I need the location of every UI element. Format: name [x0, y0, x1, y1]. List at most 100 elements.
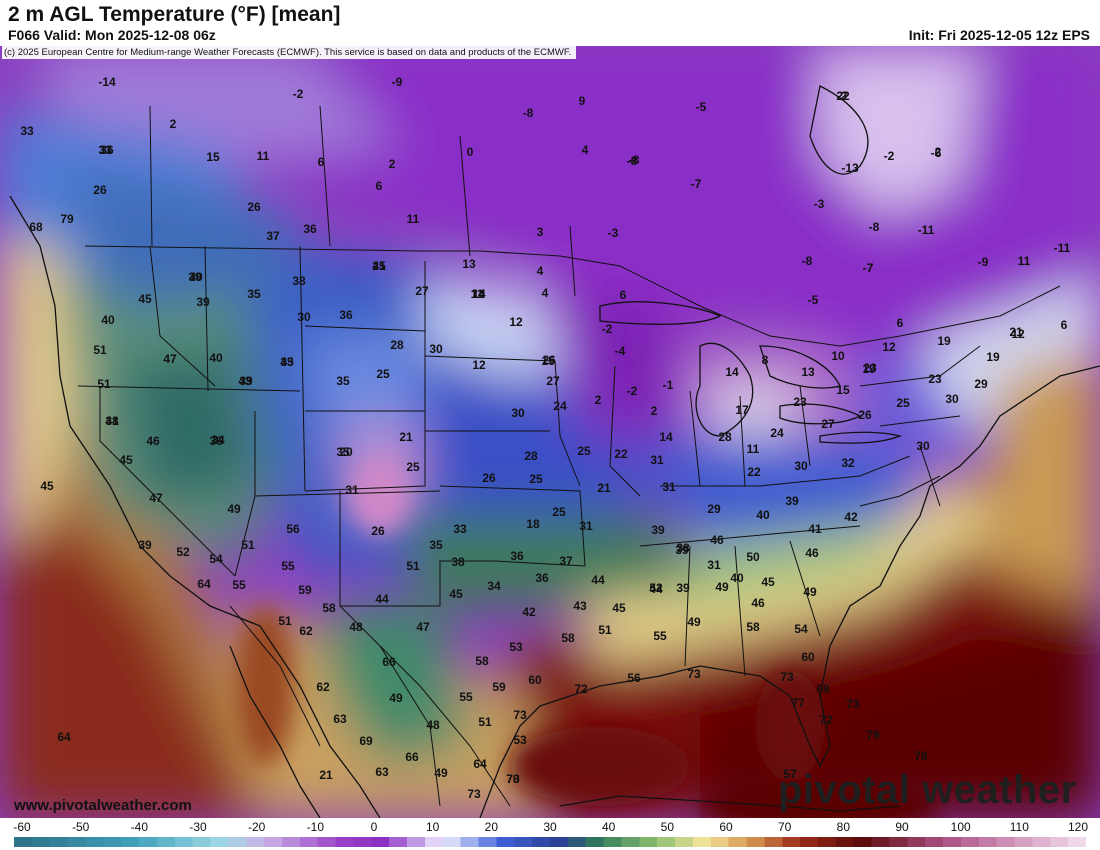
colorbar-segment	[353, 837, 372, 847]
temperature-value-label: 34	[487, 579, 501, 593]
colorbar-tick-label: -20	[247, 820, 266, 834]
colorbar-segment	[49, 837, 69, 847]
temperature-value-label: 23	[928, 372, 942, 386]
colorbar-tick-label: -10	[306, 820, 324, 834]
temperature-value-label: 29	[707, 502, 721, 516]
temperature-value-label: 14	[471, 287, 485, 301]
temperature-value-label: 60	[528, 673, 542, 687]
temperature-value-label: -8	[627, 154, 638, 168]
temperature-value-label: 27	[821, 417, 835, 431]
temperature-value-label: 25	[552, 505, 566, 519]
temperature-value-label: 56	[627, 671, 641, 685]
colorbar-segment	[335, 837, 354, 847]
temperature-value-label: 51	[406, 559, 420, 573]
temperature-value-label: -14	[98, 75, 116, 89]
temperature-value-label: 47	[149, 491, 163, 505]
colorbar-tick-label: 60	[719, 820, 733, 834]
colorbar-segment	[442, 837, 462, 847]
colorbar-segment	[710, 837, 730, 847]
temperature-value-label: 70	[506, 772, 520, 786]
colorbar-segment	[85, 837, 104, 847]
colorbar-tick-label: 0	[370, 820, 378, 834]
colorbar-tick-label: 80	[836, 820, 851, 834]
temperature-value-label: 35	[336, 374, 350, 388]
temperature-value-label: 57	[783, 767, 797, 781]
temperature-value-label: 45	[138, 292, 152, 306]
website-link[interactable]: www.pivotalweather.com	[14, 797, 192, 814]
temperature-value-label: 29	[974, 377, 988, 391]
colorbar-segment	[31, 837, 51, 847]
temperature-value-label: 73	[687, 667, 701, 681]
temperature-value-label: 44	[591, 573, 605, 587]
temperature-value-label: 79	[866, 728, 880, 742]
colorbar-segment	[621, 837, 640, 847]
temperature-value-label: 10	[831, 349, 845, 363]
temperature-value-label: 32	[841, 456, 855, 470]
temperature-map[interactable]: -14 -2 -9 -8 9 -5 -2 -8 -7 -8 -2 2 -6 -13 -7 -11 -9 -11 11…	[0, 46, 1100, 818]
temperature-value-label: 48	[349, 620, 363, 634]
colorbar-segment	[782, 837, 801, 847]
colorbar-tick-label: -60	[13, 820, 31, 834]
colorbar-segment	[299, 837, 319, 847]
temperature-value-label: 73	[513, 708, 527, 722]
temperature-value-label: 51	[97, 377, 111, 391]
temperature-value-label: 19	[937, 334, 951, 348]
temperature-value-label: 19	[986, 350, 1000, 364]
temperature-value-label: -5	[808, 293, 819, 307]
colorbar-segment	[960, 837, 980, 847]
temperature-value-label: -9	[392, 75, 403, 89]
temperature-value-label: 13	[462, 257, 476, 271]
colorbar-segment	[800, 837, 819, 847]
colorbar-segment	[67, 837, 86, 847]
temperature-value-label: -7	[863, 261, 874, 275]
colorbar-segment	[871, 837, 890, 847]
temperature-field-detail	[235, 458, 940, 818]
temperature-value-label: -11	[918, 223, 935, 237]
temperature-value-label: 47	[163, 352, 177, 366]
temperature-value-label: -9	[978, 255, 989, 269]
temperature-value-label: 2	[935, 145, 942, 159]
colorbar-segment	[818, 837, 837, 847]
temperature-value-label: 38	[451, 555, 465, 569]
colorbar-segment	[192, 837, 212, 847]
header: 2 m AGL Temperature (°F) [mean] F066 Val…	[0, 0, 1100, 46]
colorbar-tick-label: -40	[130, 820, 148, 834]
colorbar-tick-label: 90	[895, 820, 909, 834]
temperature-value-label: 6	[1061, 318, 1068, 332]
temperature-value-label: 30	[511, 406, 525, 420]
colorbar-segment	[121, 837, 140, 847]
temperature-value-label: 31	[345, 483, 359, 497]
init-time: Init: Fri 2025-12-05 12z EPS	[908, 27, 1090, 43]
temperature-value-label: 42	[844, 510, 858, 524]
temperature-value-label: 48	[426, 718, 440, 732]
temperature-value-label: -6	[931, 146, 942, 160]
colorbar-tick-label: 100	[950, 820, 971, 834]
temperature-value-label: 38	[292, 274, 306, 288]
colorbar-segment	[657, 837, 676, 847]
temperature-value-label: -2	[293, 87, 304, 101]
temperature-value-label: 50	[746, 550, 760, 564]
temperature-value-label: 40	[209, 351, 223, 365]
temperature-value-label: 41	[105, 414, 119, 428]
temperature-value-label: 37	[266, 229, 280, 243]
temperature-value-label: 39	[188, 270, 202, 284]
temperature-value-label: 31	[579, 519, 593, 533]
temperature-value-label: -2	[627, 384, 638, 398]
temperature-value-label: -7	[691, 177, 702, 191]
temperature-value-label: 39	[196, 295, 210, 309]
temperature-value-label: 51	[598, 623, 612, 637]
temperature-value-label: -8	[869, 220, 880, 234]
colorbar-segment	[228, 837, 247, 847]
temperature-value-label: 69	[359, 734, 373, 748]
temperature-value-label: 26	[482, 471, 496, 485]
temperature-value-label: 26	[542, 353, 556, 367]
colorbar-segment	[978, 837, 998, 847]
temperature-value-label: 36	[510, 549, 524, 563]
coastlines	[9, 85, 1100, 818]
colorbar-segment	[1050, 837, 1069, 847]
temperature-value-label: 59	[298, 583, 312, 597]
temperature-value-label: 40	[730, 571, 744, 585]
temperature-value-label: 49	[715, 580, 729, 594]
temperature-value-label: 39	[239, 374, 253, 388]
temperature-value-label: 2	[595, 393, 602, 407]
